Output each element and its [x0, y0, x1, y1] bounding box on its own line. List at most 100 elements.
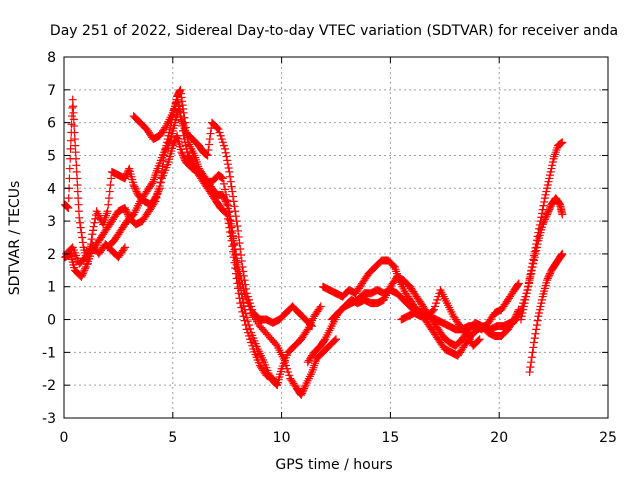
data-point: [217, 135, 226, 144]
data-point: [214, 125, 223, 134]
data-point: [90, 218, 99, 227]
data-point: [219, 141, 228, 150]
data-point: [537, 295, 546, 304]
data-point: [173, 98, 182, 107]
data-point: [222, 209, 231, 218]
data-point: [154, 185, 163, 194]
x-tick-label: 0: [60, 430, 69, 446]
y-tick-label: -3: [42, 411, 56, 427]
data-point: [173, 95, 182, 104]
data-point: [81, 264, 90, 273]
data-point: [532, 325, 541, 334]
data-point: [525, 276, 534, 285]
data-point: [236, 299, 245, 308]
data-point: [189, 159, 198, 168]
data-point: [122, 207, 131, 216]
data-point: [540, 194, 549, 203]
data-point: [232, 217, 241, 226]
data-point: [77, 272, 86, 281]
data-point: [527, 266, 536, 275]
data-point: [234, 232, 243, 241]
data-point: [308, 322, 317, 331]
data-point: [532, 321, 541, 330]
data-point: [233, 222, 242, 231]
data-point: [297, 389, 306, 398]
data-point: [432, 299, 441, 308]
data-point: [175, 102, 184, 111]
data-point: [179, 131, 188, 140]
series-track-h: [397, 286, 484, 350]
data-point: [120, 174, 129, 183]
data-point: [548, 161, 557, 170]
data-point: [532, 246, 541, 255]
data-point: [273, 381, 282, 390]
data-point: [231, 269, 240, 278]
data-point: [306, 321, 315, 330]
data-point: [243, 328, 252, 337]
data-point: [320, 336, 329, 345]
data-point: [68, 103, 77, 112]
data-point: [121, 205, 130, 214]
data-point: [235, 238, 244, 247]
data-point: [131, 185, 140, 194]
data-point: [521, 295, 530, 304]
data-point: [300, 382, 309, 391]
data-point: [474, 336, 483, 345]
data-point: [272, 380, 281, 389]
data-point: [155, 182, 164, 191]
data-point: [530, 338, 539, 347]
data-point: [76, 223, 85, 232]
data-point: [239, 312, 248, 321]
data-point: [523, 286, 532, 295]
data-point: [231, 207, 240, 216]
data-point: [545, 171, 554, 180]
data-point: [122, 171, 131, 180]
data-point: [538, 220, 547, 229]
data-point: [132, 187, 141, 196]
axis-ticks: 0 5 10 15 20 25 -3 -2 -1 0 1 2 3 4 5 6 7 8: [42, 50, 617, 446]
data-point: [224, 219, 233, 228]
data-point: [522, 292, 531, 301]
data-point: [226, 172, 235, 181]
data-point: [223, 156, 232, 165]
data-point: [244, 331, 253, 340]
data-point: [105, 187, 114, 196]
y-tick-label: 0: [47, 313, 56, 329]
data-point: [527, 353, 536, 362]
data-point: [544, 272, 553, 281]
data-point: [531, 249, 540, 258]
data-point: [235, 294, 244, 303]
data-point: [535, 308, 544, 317]
data-point: [248, 305, 257, 314]
data-point: [389, 261, 398, 270]
data-point: [213, 124, 222, 133]
data-point: [77, 228, 86, 237]
data-point: [298, 387, 307, 396]
data-point: [225, 223, 234, 232]
data-point: [229, 192, 238, 201]
data-point: [514, 279, 523, 288]
data-point: [178, 126, 187, 135]
data-point: [153, 189, 162, 198]
data-point: [509, 317, 518, 326]
data-point: [242, 325, 251, 334]
data-point: [527, 269, 536, 278]
x-tick-label: 10: [273, 430, 291, 446]
data-point: [544, 207, 553, 216]
data-point: [431, 302, 440, 311]
data-point: [545, 203, 554, 212]
data-point: [91, 214, 100, 223]
data-point: [150, 199, 159, 208]
data-point: [123, 208, 132, 217]
data-point: [540, 215, 549, 224]
data-point: [223, 214, 232, 223]
data-point: [239, 267, 248, 276]
data-point: [241, 280, 250, 289]
y-tick-label: 4: [47, 181, 56, 197]
data-point: [545, 271, 554, 280]
data-point: [189, 161, 198, 170]
data-point: [229, 247, 238, 256]
data-point: [542, 187, 551, 196]
data-point: [232, 274, 241, 283]
data-point: [233, 279, 242, 288]
